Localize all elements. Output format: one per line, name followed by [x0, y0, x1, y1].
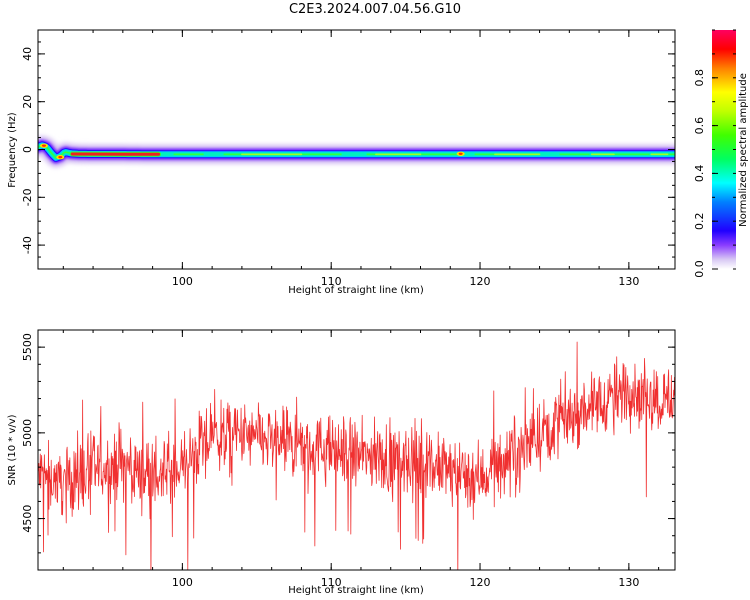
- spectrogram-hotspot-core: [58, 155, 63, 159]
- x-tick-label: 100: [172, 576, 193, 589]
- y-tick-label: 40: [21, 47, 34, 61]
- spectrogram-hotspot-core: [41, 144, 46, 147]
- snr-y-axis-label: SNR (10 * v/v): [7, 414, 18, 485]
- colorbar-tick-label: 0.2: [693, 212, 706, 230]
- snr-panel: 100 110 120 130 4500 5000 5500 Height of strai…: [7, 329, 676, 596]
- spectrogram-y-axis-label: Frequency (Hz): [7, 112, 18, 188]
- colorbar-ticks: 0.0 0.2 0.4 0.6 0.8: [693, 29, 736, 278]
- y-tick-label: 5500: [21, 333, 34, 361]
- snr-line-area: [38, 341, 675, 570]
- snr-series-line: [38, 341, 675, 570]
- x-tick-label: 120: [470, 275, 491, 288]
- y-tick-label: 5000: [21, 419, 34, 447]
- colorbar-label: Normalized spectral amplitude: [738, 73, 749, 227]
- x-tick-label: 110: [321, 576, 342, 589]
- x-tick-label: 120: [470, 576, 491, 589]
- y-tick-label: 4500: [21, 505, 34, 533]
- page-title: C2E3.2024.007.04.56.G10: [288, 2, 462, 17]
- colorbar-tick-label: 0.4: [693, 165, 706, 183]
- spectrogram-hotspot-core: [458, 152, 463, 156]
- x-tick-label: 100: [172, 275, 193, 288]
- y-tick-label: 20: [21, 95, 34, 109]
- snr-ticks: 100 110 120 130 4500 5000 5500: [21, 329, 675, 589]
- spectrogram-heatmap: [38, 135, 675, 168]
- x-tick-label: 110: [321, 275, 342, 288]
- colorbar-tick-label: 0.6: [693, 117, 706, 135]
- y-tick-label: -40: [21, 236, 34, 254]
- snr-x-axis-label: Height of straight line (km): [288, 585, 424, 596]
- spectrogram-ticks: 100 110 120 130 -40 -20 0 20 40: [21, 29, 675, 288]
- y-tick-label: -20: [21, 188, 34, 206]
- colorbar-tick-label: 0.8: [693, 69, 706, 87]
- colorbar-gradient: [712, 30, 736, 269]
- colorbar-tick-label: 0.0: [693, 260, 706, 278]
- x-tick-label: 130: [618, 275, 639, 288]
- spectrogram-panel: 100 110 120 130 -40 -20 0 20 40 Height of straig…: [7, 29, 676, 296]
- spectrogram-x-axis-label: Height of straight line (km): [288, 285, 424, 296]
- colorbar: 0.0 0.2 0.4 0.6 0.8 Normalized spectral ampl…: [693, 29, 749, 278]
- x-tick-label: 130: [618, 576, 639, 589]
- y-tick-label: 0: [21, 146, 34, 153]
